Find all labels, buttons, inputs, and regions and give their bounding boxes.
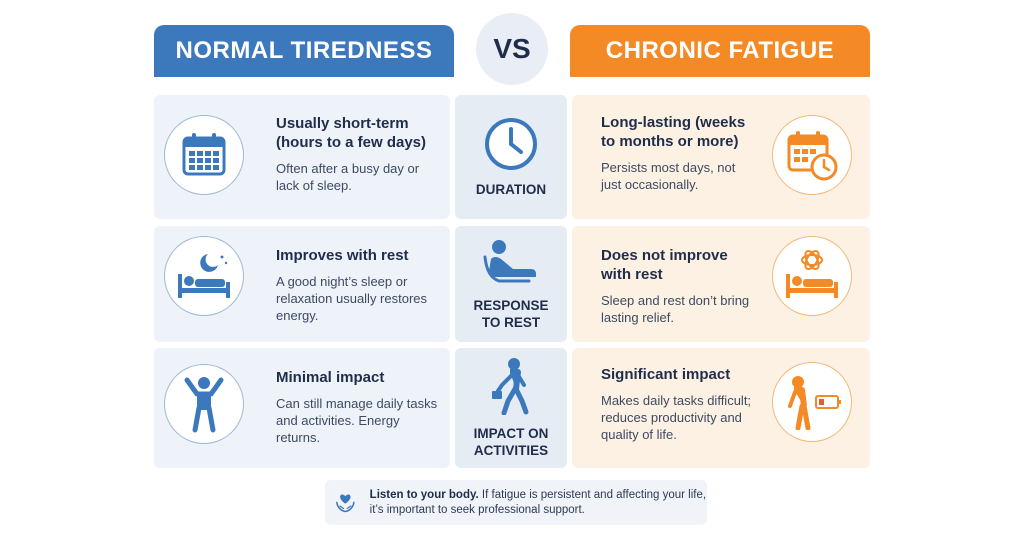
- normal-impact-panel: Minimal impact Can still manage daily ta…: [154, 348, 450, 468]
- chronic-impact-desc: Makes daily tasks difficult; reduces pro…: [601, 393, 752, 442]
- walking-person-icon: [492, 358, 529, 415]
- energetic-person-icon: [164, 364, 244, 444]
- clock-icon: [485, 117, 537, 170]
- duration-category-panel: DURATION: [455, 95, 567, 219]
- chronic-duration-desc: Persists most days, not just occasionall…: [601, 160, 736, 192]
- chronic-rest-title: Does not improve with rest: [601, 247, 728, 283]
- tired-person-low-battery-icon: [772, 362, 852, 442]
- normal-rest-title: Improves with rest: [276, 247, 409, 264]
- impact-category-panel: IMPACT ON ACTIVITIES: [455, 348, 567, 468]
- normal-impact-desc: Can still manage daily tasks and activit…: [276, 396, 438, 445]
- normal-duration-panel: Usually short-term (hours to a few days)…: [154, 95, 450, 219]
- normal-tiredness-header: NORMAL TIREDNESS: [154, 25, 454, 77]
- normal-rest-panel: Improves with rest A good night’s sleep …: [154, 226, 450, 342]
- normal-rest-desc: A good night’s sleep or relaxation usual…: [276, 274, 428, 323]
- normal-duration-desc: Often after a busy day or lack of sleep.: [276, 161, 420, 193]
- vs-badge: VS: [476, 13, 548, 85]
- chronic-rest-panel: Does not improve with rest Sleep and res…: [572, 226, 870, 342]
- chronic-rest-desc: Sleep and rest don’t bring lasting relie…: [601, 293, 750, 325]
- chronic-fatigue-title: CHRONIC FATIGUE: [605, 37, 835, 64]
- impact-on-activities-label: IMPACT ON ACTIVITIES: [473, 426, 549, 458]
- response-to-rest-label: RESPONSE TO REST: [473, 298, 549, 330]
- chronic-impact-title: Significant impact: [601, 366, 731, 383]
- restless-sleep-icon: [772, 236, 852, 316]
- footer-text: If fatigue is persistent and affecting y…: [369, 488, 707, 516]
- normal-impact-title: Minimal impact: [276, 369, 385, 386]
- heart-hands-icon: [336, 493, 355, 512]
- normal-duration-title: Usually short-term (hours to a few days): [276, 115, 427, 151]
- advice-footer: Listen to your body. If fatigue is persi…: [325, 480, 707, 525]
- response-to-rest-category-panel: RESPONSE TO REST: [455, 226, 567, 342]
- duration-label: DURATION: [475, 181, 547, 197]
- calendar-icon: [164, 115, 244, 195]
- normal-tiredness-title: NORMAL TIREDNESS: [175, 37, 433, 64]
- calendar-clock-icon: [772, 115, 852, 195]
- reclining-person-icon: [483, 240, 536, 283]
- chronic-impact-panel: Significant impact Makes daily tasks dif…: [572, 348, 870, 468]
- chronic-duration-panel: Long-lasting (weeks to months or more) P…: [572, 95, 870, 219]
- footer-bold-text: Listen to your body.: [369, 488, 479, 501]
- sleeping-moon-icon: [164, 236, 244, 316]
- vs-label: VS: [493, 33, 531, 64]
- chronic-fatigue-header: CHRONIC FATIGUE: [570, 25, 870, 77]
- chronic-duration-title: Long-lasting (weeks to months or more): [601, 114, 746, 150]
